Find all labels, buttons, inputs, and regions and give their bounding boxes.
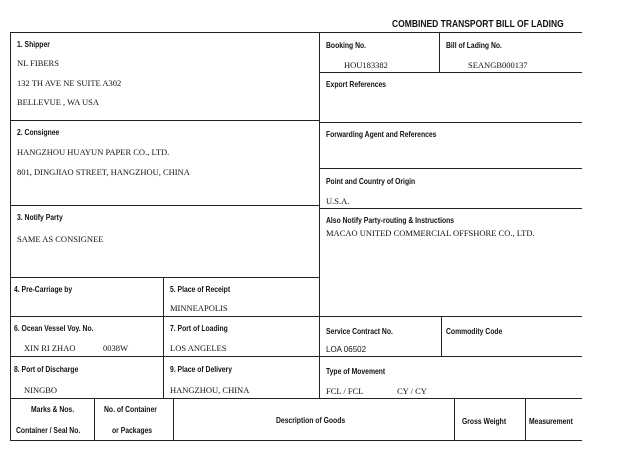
vessel-label: 6. Ocean Vessel Voy. No. bbox=[14, 324, 94, 333]
receipt-label: 5. Place of Receipt bbox=[170, 285, 231, 294]
notify-label: 3. Notify Party bbox=[17, 213, 63, 222]
divider bbox=[94, 398, 95, 440]
divider bbox=[163, 277, 164, 398]
delivery-value: HANGZHOU, CHINA bbox=[170, 385, 250, 395]
vessel-name: XIN RI ZHAO bbox=[24, 343, 76, 353]
consignee-label: 2. Consignee bbox=[17, 128, 60, 137]
packages-header-1: No. of Container bbox=[104, 405, 157, 414]
service-contract-label: Service Contract No. bbox=[326, 327, 393, 336]
divider bbox=[10, 356, 582, 357]
divider bbox=[319, 122, 582, 123]
divider bbox=[525, 398, 526, 440]
description-header: Description of Goods bbox=[276, 416, 346, 425]
pre-carriage-label: 4. Pre-Carriage by bbox=[14, 285, 73, 294]
movement-value-1: FCL / FCL bbox=[326, 386, 364, 396]
consignee-name: HANGZHOU HUAYUN PAPER CO., LTD. bbox=[17, 147, 170, 157]
divider bbox=[319, 32, 320, 398]
booking-label: Booking No. bbox=[326, 41, 367, 50]
discharge-label: 8. Port of Discharge bbox=[14, 365, 79, 374]
delivery-label: 9. Place of Delivery bbox=[170, 365, 232, 374]
packages-header-2: or Packages bbox=[112, 426, 153, 435]
origin-label: Point and Country of Origin bbox=[326, 177, 416, 186]
divider bbox=[173, 398, 174, 440]
origin-value: U.S.A. bbox=[326, 196, 350, 206]
divider bbox=[10, 398, 582, 399]
consignee-address: 801, DINGJIAO STREET, HANGZHOU, CHINA bbox=[17, 167, 190, 177]
divider bbox=[319, 208, 582, 209]
also-notify-label: Also Notify Party-routing & Instructions bbox=[326, 216, 455, 225]
divider bbox=[10, 32, 582, 33]
divider bbox=[10, 120, 319, 121]
divider bbox=[10, 316, 582, 317]
receipt-value: MINNEAPOLIS bbox=[170, 303, 228, 313]
divider bbox=[10, 205, 319, 206]
loading-value: LOS ANGELES bbox=[170, 343, 227, 353]
shipper-city: BELLEVUE , WA USA bbox=[17, 97, 100, 107]
marks-header-1: Marks & Nos. bbox=[31, 405, 75, 414]
divider bbox=[319, 168, 582, 169]
notify-value: SAME AS CONSIGNEE bbox=[17, 234, 104, 244]
shipper-label: 1. Shipper bbox=[17, 40, 50, 49]
commodity-label: Commodity Code bbox=[446, 327, 503, 336]
bol-value: SEANGB000137 bbox=[468, 60, 528, 70]
voyage-no: 0038W bbox=[103, 343, 129, 353]
service-contract-value: LOA 06502 bbox=[326, 345, 367, 354]
divider bbox=[454, 398, 455, 440]
movement-value-2: CY / CY bbox=[397, 386, 427, 396]
divider bbox=[441, 316, 442, 356]
divider bbox=[10, 277, 319, 278]
discharge-value: NINGBO bbox=[24, 385, 58, 395]
shipper-name: NL FIBERS bbox=[17, 58, 59, 68]
marks-header-2: Container / Seal No. bbox=[16, 426, 81, 435]
forwarding-label: Forwarding Agent and References bbox=[326, 130, 437, 139]
divider bbox=[439, 32, 440, 72]
also-notify-value: MACAO UNITED COMMERCIAL OFFSHORE CO., LT… bbox=[326, 228, 535, 238]
booking-value: HOU183382 bbox=[344, 60, 388, 70]
gross-weight-header: Gross Weight bbox=[462, 417, 507, 426]
divider bbox=[10, 440, 582, 441]
export-refs-label: Export References bbox=[326, 80, 387, 89]
document-title: COMBINED TRANSPORT BILL OF LADING bbox=[392, 19, 564, 30]
divider bbox=[10, 32, 11, 440]
loading-label: 7. Port of Loading bbox=[170, 324, 228, 333]
shipper-address: 132 TH AVE NE SUITE A302 bbox=[17, 78, 122, 88]
bol-label: Bill of Lading No. bbox=[446, 41, 502, 50]
measurement-header: Measurement bbox=[529, 417, 573, 426]
movement-label: Type of Movement bbox=[326, 367, 386, 376]
divider bbox=[319, 72, 582, 73]
